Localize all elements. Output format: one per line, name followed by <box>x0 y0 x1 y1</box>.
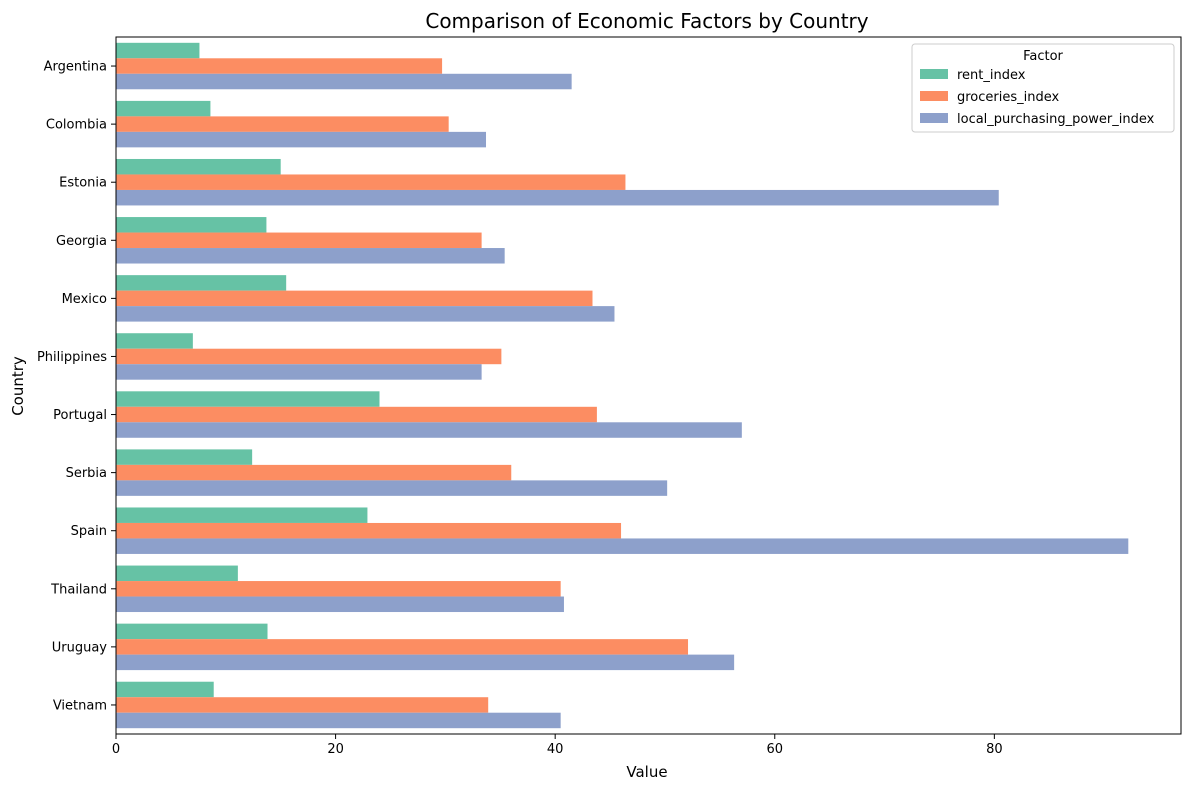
x-tick-label: 60 <box>766 742 783 757</box>
legend-swatch-rent-index <box>920 69 948 79</box>
bar-groceries-index-thailand <box>116 581 561 597</box>
y-axis-title: Country <box>9 356 27 416</box>
bar-rent-index-serbia <box>116 449 253 465</box>
legend: Factor rent_index groceries_index local_pu… <box>911 43 1175 133</box>
bar-rent-index-colombia <box>116 100 211 117</box>
y-tick-label-colombia: Colombia <box>46 118 107 133</box>
legend-label-local-purchasing-power-index: local_purchasing_power_index <box>957 112 1155 127</box>
bar-local-purchasing-power-index-uruguay <box>116 654 735 671</box>
bar-groceries-index-mexico <box>116 290 593 307</box>
bar-local-purchasing-power-index-thailand <box>116 596 564 613</box>
bar-local-purchasing-power-index-vietnam <box>116 712 561 729</box>
x-tick-label: 40 <box>547 742 564 757</box>
y-tick-label-estonia: Estonia <box>59 176 107 191</box>
bar-local-purchasing-power-index-colombia <box>116 131 487 148</box>
legend-swatch-local-purchasing-power-index <box>920 113 948 123</box>
legend-swatch-groceries-index <box>920 91 948 101</box>
bar-groceries-index-vietnam <box>116 697 489 713</box>
bar-groceries-index-spain <box>116 522 622 539</box>
bar-groceries-index-georgia <box>116 232 482 249</box>
bar-rent-index-thailand <box>116 565 238 582</box>
bar-rent-index-uruguay <box>116 623 268 640</box>
bar-rent-index-argentina <box>116 42 200 59</box>
y-tick-label-philippines: Philippines <box>37 350 107 365</box>
y-tick-label-georgia: Georgia <box>56 234 107 249</box>
bar-rent-index-mexico <box>116 275 287 291</box>
y-tick-label-uruguay: Uruguay <box>52 640 108 655</box>
legend-items: rent_index groceries_index local_purchasin… <box>920 68 1155 127</box>
bar-rent-index-spain <box>116 507 368 523</box>
bar-groceries-index-portugal <box>116 406 597 423</box>
bar-local-purchasing-power-index-serbia <box>116 480 668 496</box>
bar-groceries-index-colombia <box>116 116 449 132</box>
plot-frame <box>115 36 1182 735</box>
x-tick-label: 20 <box>327 742 344 757</box>
bar-local-purchasing-power-index-mexico <box>116 306 615 322</box>
bar-groceries-index-serbia <box>116 464 512 481</box>
legend-label-groceries-index: groceries_index <box>957 90 1060 105</box>
bar-local-purchasing-power-index-argentina <box>116 73 572 90</box>
bar-rent-index-portugal <box>116 391 380 407</box>
bar-local-purchasing-power-index-portugal <box>116 422 742 438</box>
chart-title: Comparison of Economic Factors by Countr… <box>425 9 868 33</box>
bar-local-purchasing-power-index-philippines <box>116 364 482 380</box>
bars-group <box>116 42 1129 729</box>
bar-groceries-index-philippines <box>116 348 502 365</box>
legend-title: Factor <box>1023 49 1063 64</box>
legend-label-rent-index: rent_index <box>957 68 1026 83</box>
y-tick-label-thailand: Thailand <box>50 582 107 597</box>
bar-rent-index-vietnam <box>116 681 214 698</box>
x-axis-ticks: 0 20 40 60 80 <box>112 734 1003 757</box>
y-axis-ticks: Argentina Colombia Estonia Georgia Mexico Phi… <box>37 60 116 713</box>
bar-local-purchasing-power-index-estonia <box>116 189 999 206</box>
y-tick-label-spain: Spain <box>71 524 107 539</box>
x-tick-label: 0 <box>112 742 120 757</box>
bar-local-purchasing-power-index-spain <box>116 538 1129 554</box>
bar-local-purchasing-power-index-georgia <box>116 248 505 264</box>
x-tick-label: 80 <box>986 742 1003 757</box>
y-tick-label-serbia: Serbia <box>66 466 107 481</box>
bar-groceries-index-argentina <box>116 58 443 74</box>
bar-rent-index-philippines <box>116 333 193 349</box>
bar-groceries-index-estonia <box>116 174 626 190</box>
y-tick-label-portugal: Portugal <box>53 408 107 423</box>
y-tick-label-mexico: Mexico <box>62 292 107 307</box>
y-tick-label-argentina: Argentina <box>44 60 107 75</box>
y-tick-label-vietnam: Vietnam <box>53 698 107 713</box>
bar-rent-index-estonia <box>116 158 281 175</box>
bar-groceries-index-uruguay <box>116 639 689 655</box>
legend-box <box>911 43 1175 133</box>
x-axis-title: Value <box>626 763 667 781</box>
bar-rent-index-georgia <box>116 217 267 233</box>
